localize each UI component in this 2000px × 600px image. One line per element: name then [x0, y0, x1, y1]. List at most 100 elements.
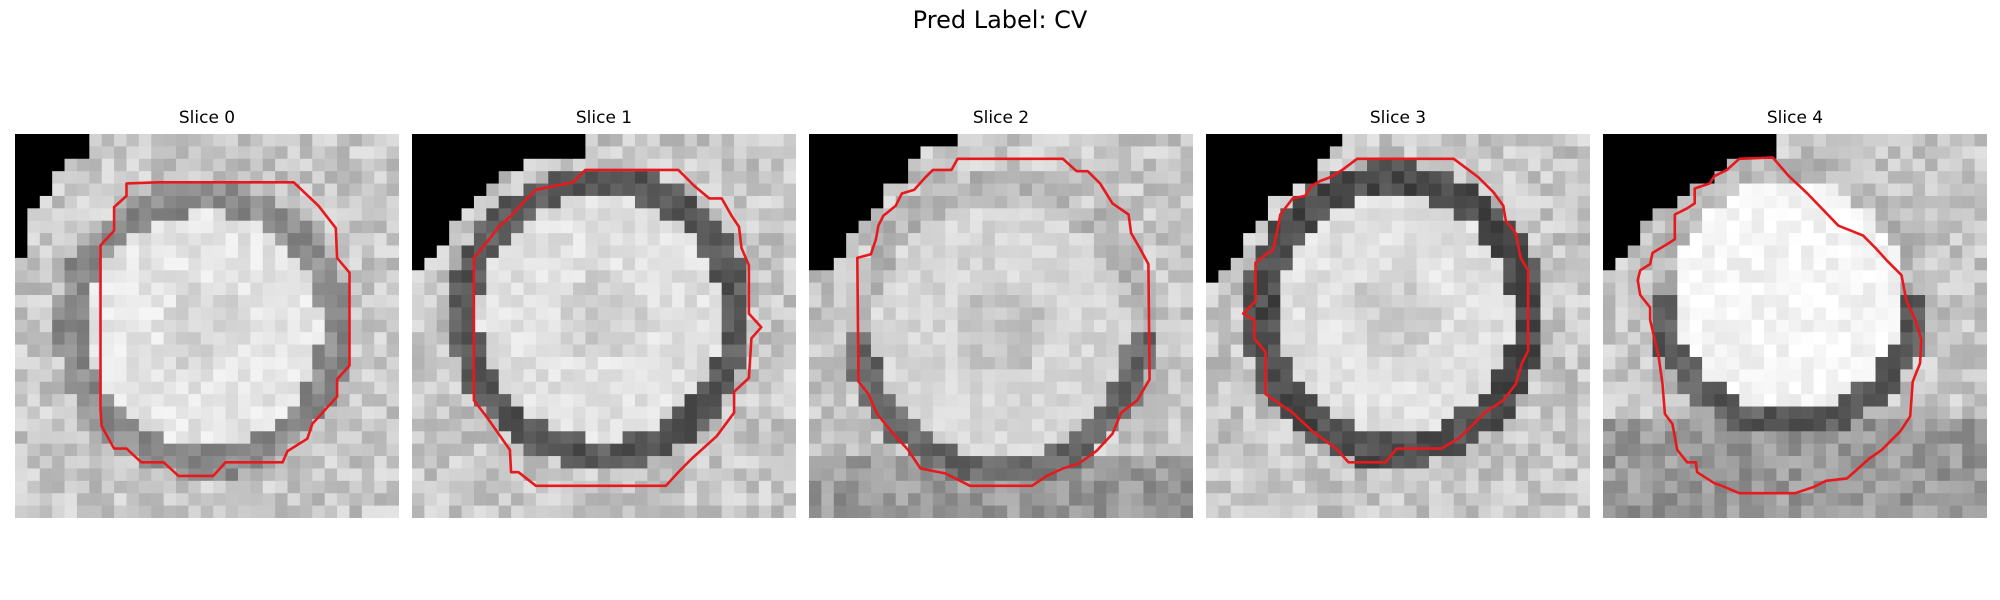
slice-1-image — [412, 134, 796, 518]
image-pixel — [1528, 345, 1541, 358]
image-pixel — [623, 184, 636, 197]
image-pixel — [746, 506, 759, 518]
image-pixel — [1553, 245, 1566, 258]
image-pixel — [1776, 196, 1789, 209]
image-pixel — [1342, 221, 1355, 234]
image-pixel — [1466, 468, 1479, 481]
image-pixel — [1032, 456, 1045, 469]
image-pixel — [1528, 221, 1541, 234]
image-pixel — [77, 481, 90, 494]
image-pixel — [15, 493, 28, 506]
image-pixel — [548, 320, 561, 333]
image-pixel — [1082, 394, 1095, 407]
image-pixel — [1317, 208, 1330, 221]
slice-3-svg — [1206, 134, 1590, 518]
mask-pixel — [809, 233, 822, 246]
image-pixel — [1231, 369, 1244, 382]
image-pixel — [176, 456, 189, 469]
image-pixel — [1355, 431, 1368, 444]
image-pixel — [1702, 407, 1715, 420]
image-pixel — [1441, 283, 1454, 296]
image-pixel — [1739, 493, 1752, 506]
image-pixel — [1665, 369, 1678, 382]
image-pixel — [1044, 332, 1057, 345]
image-pixel — [1355, 345, 1368, 358]
image-pixel — [1975, 245, 1987, 258]
image-pixel — [1764, 369, 1777, 382]
image-pixel — [1628, 332, 1641, 345]
mask-pixel — [412, 208, 425, 221]
image-pixel — [672, 283, 685, 296]
image-pixel — [871, 357, 884, 370]
image-pixel — [995, 506, 1008, 518]
image-pixel — [672, 481, 685, 494]
image-pixel — [1256, 493, 1269, 506]
image-pixel — [970, 196, 983, 209]
image-pixel — [536, 295, 549, 308]
image-pixel — [1528, 171, 1541, 184]
mask-pixel — [1293, 134, 1306, 147]
image-pixel — [958, 171, 971, 184]
image-pixel — [362, 419, 375, 432]
mask-pixel — [499, 134, 512, 147]
image-pixel — [573, 407, 586, 420]
image-pixel — [1528, 456, 1541, 469]
image-pixel — [250, 481, 263, 494]
image-pixel — [746, 481, 759, 494]
image-pixel — [1119, 196, 1132, 209]
image-pixel — [610, 407, 623, 420]
image-pixel — [1131, 171, 1144, 184]
image-pixel — [1665, 481, 1678, 494]
image-pixel — [1913, 233, 1926, 246]
image-pixel — [250, 468, 263, 481]
image-pixel — [250, 419, 263, 432]
image-pixel — [896, 320, 909, 333]
image-pixel — [1106, 382, 1119, 395]
image-pixel — [809, 431, 822, 444]
image-pixel — [1565, 444, 1578, 457]
image-pixel — [1429, 394, 1442, 407]
image-pixel — [1876, 332, 1889, 345]
image-pixel — [859, 357, 872, 370]
image-pixel — [995, 134, 1008, 147]
image-pixel — [933, 270, 946, 283]
image-pixel — [238, 506, 251, 518]
image-pixel — [1776, 184, 1789, 197]
image-pixel — [920, 283, 933, 296]
mask-pixel — [1653, 171, 1666, 184]
image-pixel — [462, 357, 475, 370]
image-pixel — [1429, 208, 1442, 221]
image-pixel — [784, 134, 796, 147]
image-pixel — [1739, 407, 1752, 420]
image-pixel — [102, 357, 115, 370]
image-pixel — [697, 295, 710, 308]
image-pixel — [1516, 159, 1529, 172]
image-pixel — [1838, 481, 1851, 494]
image-pixel — [188, 184, 201, 197]
image-pixel — [598, 493, 611, 506]
image-pixel — [883, 320, 896, 333]
image-pixel — [1578, 506, 1590, 518]
image-pixel — [1330, 419, 1343, 432]
mask-pixel — [859, 171, 872, 184]
image-pixel — [1937, 159, 1950, 172]
image-pixel — [1851, 357, 1864, 370]
image-pixel — [349, 468, 362, 481]
image-pixel — [1702, 493, 1715, 506]
image-pixel — [1441, 171, 1454, 184]
image-pixel — [226, 407, 239, 420]
image-pixel — [1243, 357, 1256, 370]
image-pixel — [523, 345, 536, 358]
image-pixel — [859, 493, 872, 506]
mask-pixel — [1677, 134, 1690, 147]
image-pixel — [1764, 171, 1777, 184]
slice-0-svg — [15, 134, 399, 518]
image-pixel — [1044, 146, 1057, 159]
image-pixel — [1429, 307, 1442, 320]
image-pixel — [1293, 431, 1306, 444]
image-pixel — [1243, 382, 1256, 395]
image-pixel — [1702, 369, 1715, 382]
image-pixel — [362, 394, 375, 407]
image-pixel — [1516, 171, 1529, 184]
image-pixel — [598, 407, 611, 420]
